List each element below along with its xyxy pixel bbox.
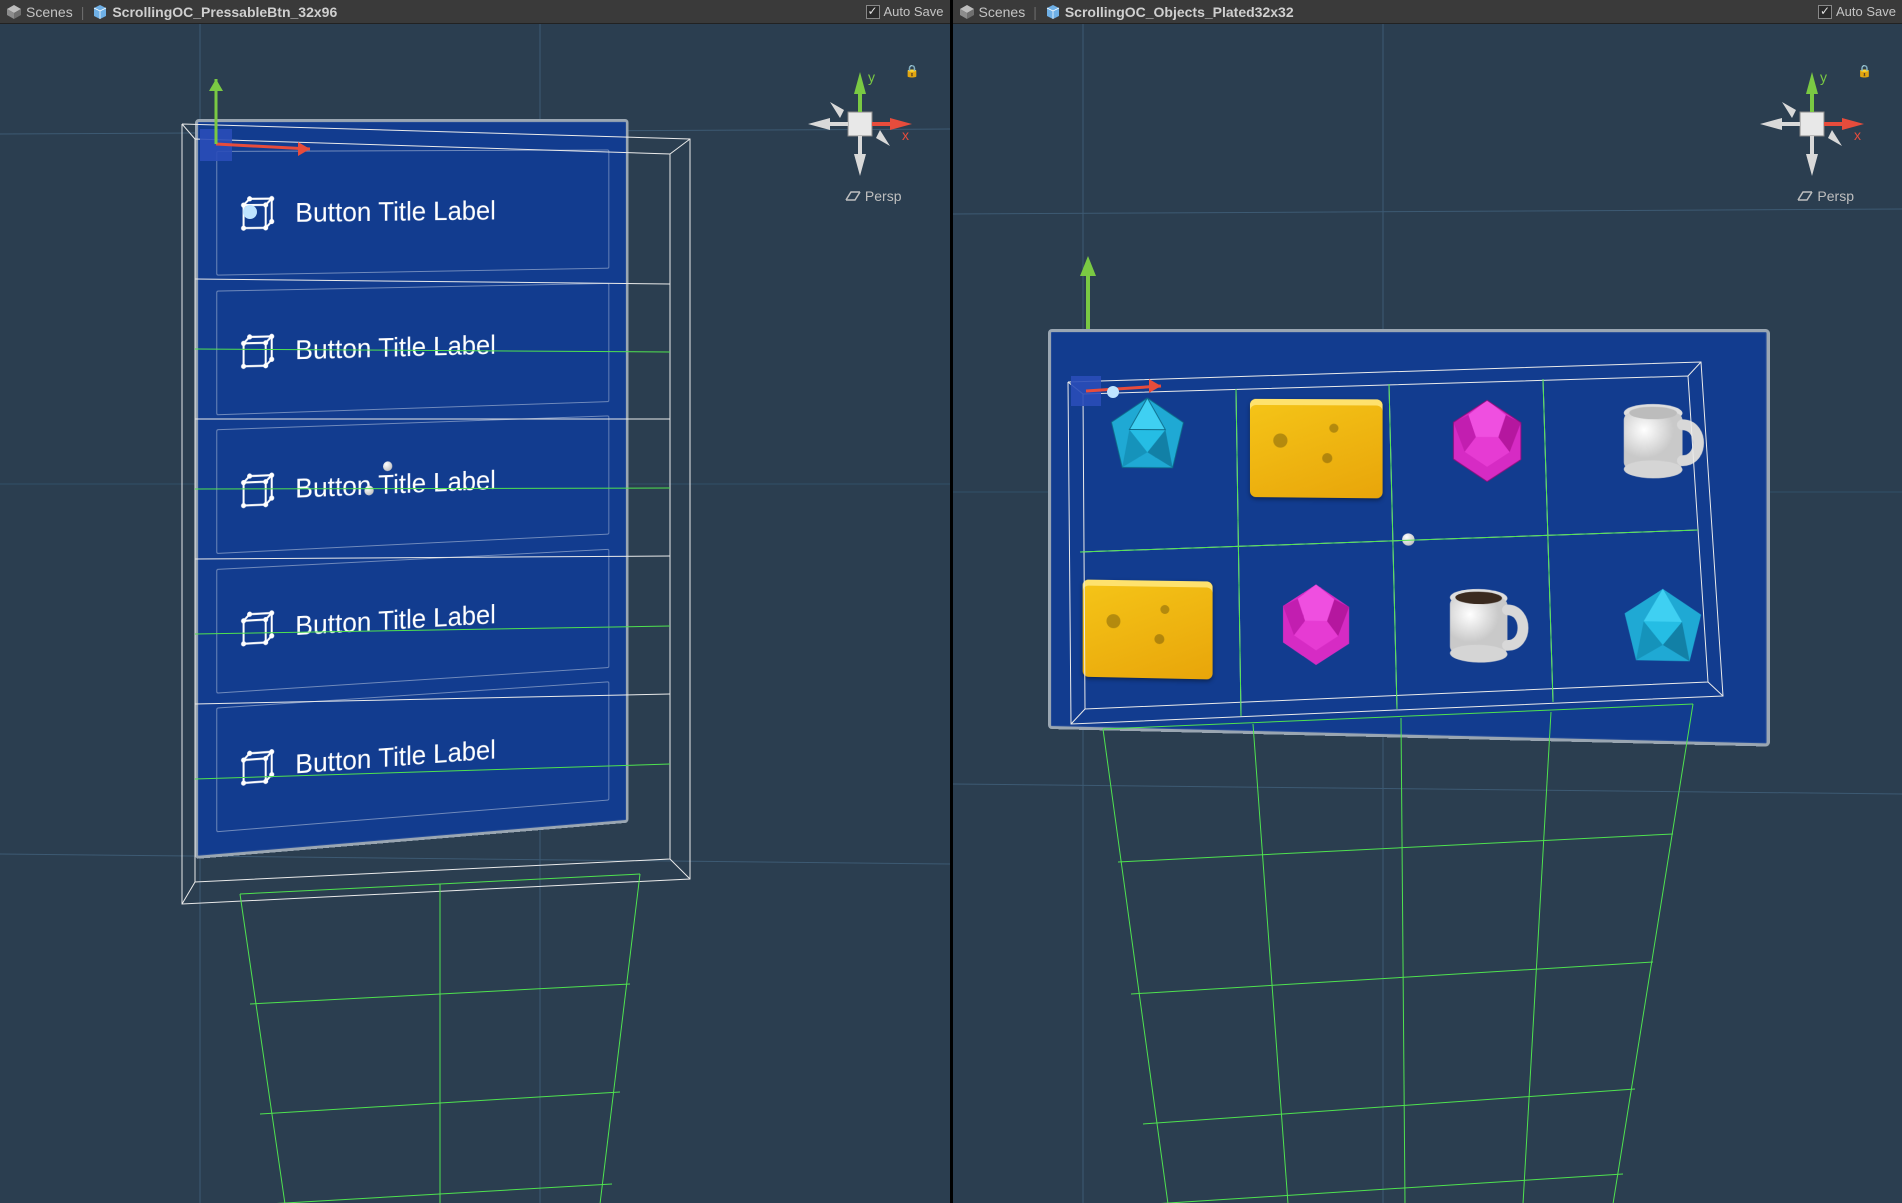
button-title-label: Button Title Label [295, 330, 495, 367]
scenes-breadcrumb[interactable]: Scenes [979, 4, 1026, 20]
svg-text:y: y [868, 69, 875, 85]
cube-wire-icon [236, 468, 276, 511]
panel-face: Button Title Label Button Title Label Bu… [195, 119, 629, 859]
unity-scenes-icon[interactable] [959, 4, 975, 20]
lock-icon[interactable]: 🔒 [1857, 64, 1872, 78]
breadcrumb-divider: | [1029, 4, 1041, 20]
right-panel3d [1048, 329, 1770, 747]
right-pane: Scenes | ScrollingOC_Objects_Plated32x32… [953, 0, 1902, 1203]
auto-save-label: Auto Save [884, 4, 944, 19]
button-title-label: Button Title Label [295, 195, 495, 228]
scene-gizmo[interactable]: 🔒 y x Pers [1752, 64, 1872, 204]
scene-name[interactable]: ScrollingOC_Objects_Plated32x32 [1065, 4, 1294, 20]
cube-wire-icon [236, 192, 276, 234]
list-item[interactable]: Button Title Label [216, 549, 610, 694]
cube-wire-icon [236, 330, 276, 373]
svg-text:x: x [902, 127, 909, 143]
lock-icon[interactable]: 🔒 [905, 64, 920, 78]
checkbox-icon[interactable] [1818, 5, 1832, 19]
button-title-label: Button Title Label [295, 734, 495, 780]
left-pane: Scenes | ScrollingOC_PressableBtn_32x96 … [0, 0, 950, 1203]
split-container: Scenes | ScrollingOC_PressableBtn_32x96 … [0, 0, 1902, 1203]
auto-save-label: Auto Save [1836, 4, 1896, 19]
left-toolbar: Scenes | ScrollingOC_PressableBtn_32x96 … [0, 0, 950, 24]
object-cell-mug[interactable] [1401, 533, 1574, 722]
center-handle-icon [1402, 533, 1414, 545]
checkbox-icon[interactable] [866, 5, 880, 19]
auto-save-toggle[interactable]: Auto Save [1818, 4, 1896, 19]
scene-gizmo[interactable]: 🔒 y x [800, 64, 920, 204]
scenes-breadcrumb[interactable]: Scenes [26, 4, 73, 20]
list-item[interactable]: Button Title Label [216, 150, 610, 276]
panel-face [1048, 329, 1770, 747]
object-cell-mug[interactable] [1574, 348, 1751, 537]
left-viewport[interactable]: Button Title Label Button Title Label Bu… [0, 24, 950, 1203]
cube-wire-icon [236, 607, 276, 651]
object-cell-dodecahedron[interactable] [1238, 539, 1394, 710]
persp-label[interactable]: Persp [1797, 188, 1854, 204]
list-item[interactable]: Button Title Label [216, 416, 610, 554]
persp-label[interactable]: Persp [845, 188, 902, 204]
breadcrumb-divider: | [77, 4, 89, 20]
prefab-cube-icon[interactable] [92, 4, 108, 20]
list-item[interactable]: Button Title Label [216, 283, 610, 415]
object-cell-dodecahedron[interactable] [1408, 356, 1567, 527]
object-cell-cheese[interactable] [1071, 553, 1224, 706]
scene-name[interactable]: ScrollingOC_PressableBtn_32x96 [112, 4, 337, 20]
unity-scenes-icon[interactable] [6, 4, 22, 20]
left-panel3d: Button Title Label Button Title Label Bu… [195, 119, 629, 859]
svg-text:y: y [1820, 69, 1827, 85]
right-viewport[interactable]: 🔒 y x Pers [953, 24, 1902, 1203]
cube-wire-icon [236, 745, 276, 790]
object-cell-icosahedron[interactable] [1581, 544, 1743, 719]
auto-save-toggle[interactable]: Auto Save [866, 4, 944, 19]
button-title-label: Button Title Label [295, 599, 495, 642]
object-cell-icosahedron[interactable] [1071, 356, 1224, 523]
prefab-cube-icon[interactable] [1045, 4, 1061, 20]
list-item[interactable]: Button Title Label [216, 681, 610, 832]
button-title-label: Button Title Label [295, 464, 495, 504]
object-cell-cheese[interactable] [1238, 372, 1394, 525]
svg-text:x: x [1854, 127, 1861, 143]
right-toolbar: Scenes | ScrollingOC_Objects_Plated32x32… [953, 0, 1902, 24]
